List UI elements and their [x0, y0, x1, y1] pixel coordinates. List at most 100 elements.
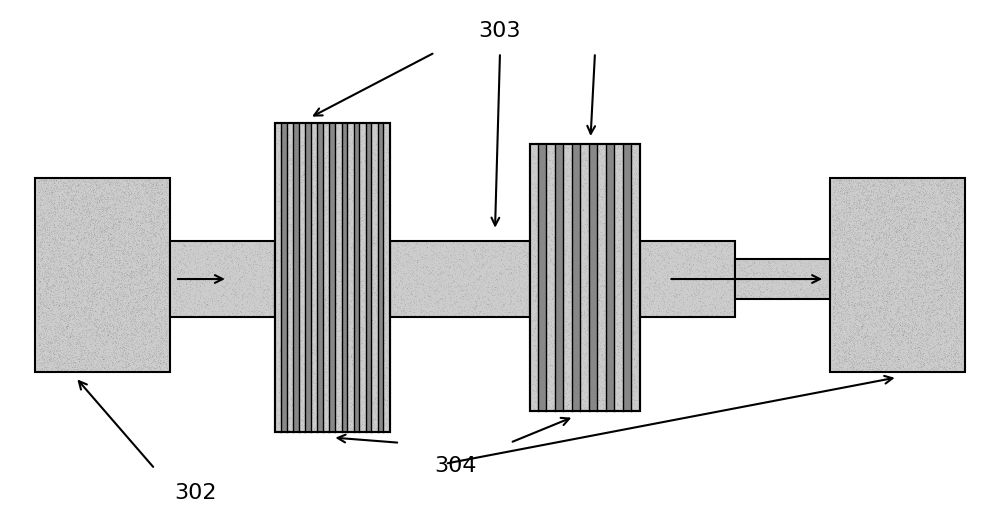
Point — [301, 199, 317, 208]
Point — [345, 311, 361, 320]
Point — [642, 279, 658, 288]
Point — [531, 155, 547, 163]
Point — [303, 239, 319, 247]
Point — [53, 292, 69, 301]
Point — [286, 216, 302, 224]
Point — [299, 123, 315, 132]
Point — [370, 181, 386, 190]
Point — [573, 404, 589, 412]
Point — [395, 246, 411, 255]
Point — [930, 292, 946, 300]
Point — [850, 200, 866, 209]
Point — [916, 231, 932, 239]
Point — [93, 246, 109, 254]
Point — [682, 267, 698, 275]
Point — [365, 202, 381, 211]
Point — [549, 158, 565, 167]
Point — [469, 280, 485, 289]
Point — [549, 164, 565, 172]
Point — [569, 390, 585, 398]
Point — [902, 338, 918, 346]
Point — [338, 298, 354, 307]
Point — [835, 222, 851, 231]
Point — [71, 303, 87, 311]
Point — [286, 400, 302, 408]
Point — [115, 312, 131, 321]
Point — [906, 302, 922, 310]
Point — [865, 289, 881, 298]
Point — [278, 189, 294, 197]
Point — [123, 316, 139, 325]
Point — [87, 346, 103, 354]
Point — [327, 170, 343, 179]
Point — [137, 301, 153, 310]
Point — [280, 169, 296, 177]
Point — [918, 217, 934, 226]
Point — [135, 212, 151, 220]
Point — [123, 189, 139, 197]
Point — [928, 366, 944, 374]
Point — [313, 296, 329, 304]
Point — [609, 362, 625, 370]
Point — [576, 366, 592, 375]
Point — [897, 266, 913, 274]
Point — [244, 304, 260, 312]
Point — [859, 260, 875, 268]
Point — [307, 214, 323, 222]
Point — [627, 272, 643, 281]
Point — [838, 337, 854, 346]
Point — [549, 370, 565, 379]
Point — [348, 157, 364, 166]
Point — [936, 245, 952, 253]
Point — [308, 250, 324, 259]
Point — [513, 279, 529, 288]
Point — [175, 255, 191, 264]
Point — [828, 302, 844, 310]
Point — [393, 249, 409, 258]
Point — [724, 273, 740, 281]
Point — [884, 299, 900, 307]
Point — [931, 310, 947, 318]
Point — [67, 291, 83, 299]
Point — [562, 191, 578, 200]
Point — [173, 297, 189, 305]
Point — [366, 363, 382, 371]
Point — [247, 257, 263, 265]
Point — [871, 234, 887, 242]
Point — [626, 389, 642, 398]
Point — [839, 246, 855, 255]
Point — [575, 258, 591, 267]
Point — [44, 211, 60, 219]
Point — [606, 268, 622, 276]
Point — [249, 260, 265, 268]
Point — [713, 239, 729, 248]
Point — [612, 338, 628, 346]
Point — [137, 283, 153, 292]
Point — [66, 300, 82, 308]
Point — [861, 314, 877, 323]
Point — [927, 254, 943, 263]
Point — [368, 129, 384, 138]
Point — [330, 208, 346, 216]
Point — [579, 255, 595, 263]
Point — [554, 222, 570, 230]
Point — [906, 256, 922, 265]
Point — [944, 239, 960, 247]
Point — [84, 249, 100, 258]
Point — [274, 362, 290, 370]
Point — [861, 310, 877, 319]
Point — [920, 340, 936, 348]
Point — [303, 210, 319, 219]
Point — [123, 333, 139, 341]
Point — [156, 303, 172, 312]
Point — [45, 201, 61, 209]
Point — [931, 266, 947, 275]
Point — [838, 351, 854, 359]
Point — [834, 200, 850, 208]
Point — [41, 208, 57, 216]
Point — [842, 324, 858, 333]
Point — [673, 312, 689, 320]
Point — [567, 275, 583, 283]
Point — [948, 332, 964, 341]
Point — [90, 324, 106, 332]
